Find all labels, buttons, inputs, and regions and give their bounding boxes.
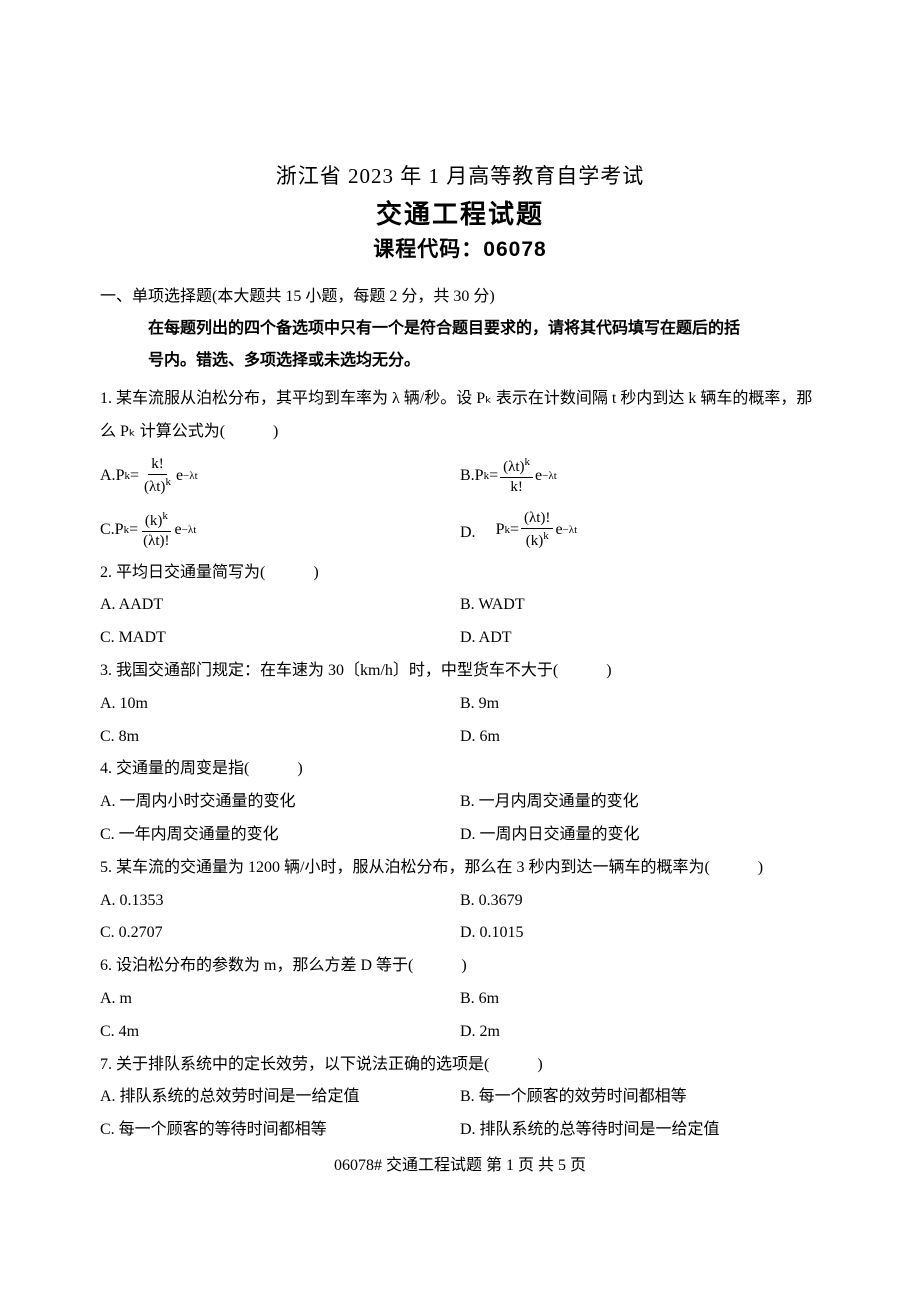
question-3-options-row2: C. 8m D. 6m (100, 721, 820, 754)
question-2: 2. 平均日交通量简写为( ) (100, 557, 820, 590)
option-2d: D. ADT (460, 622, 820, 655)
option-4a: A. 一周内小时交通量的变化 (100, 786, 460, 819)
option-1c: C. Pk = (k)k (λt)! e−λt (100, 510, 460, 549)
option-6a: A. m (100, 983, 460, 1016)
option-4b: B. 一月内周交通量的变化 (460, 786, 820, 819)
numerator: (λt)k (500, 456, 533, 478)
f-e: e (175, 521, 182, 539)
question-3-options-row1: A. 10m B. 9m (100, 688, 820, 721)
f-eq: = (130, 467, 139, 485)
question-3: 3. 我国交通部门规定：在车速为 30〔km/h〕时，中型货车不大于( ) (100, 655, 820, 688)
option-1b-formula: Pk = (λt)k k! e−λt (475, 456, 557, 495)
f-exp: −λt (563, 524, 578, 536)
exam-page: 浙江省 2023 年 1 月高等教育自学考试 交通工程试题 课程代码：06078… (0, 0, 920, 1215)
option-3b: B. 9m (460, 688, 820, 721)
option-2a: A. AADT (100, 589, 460, 622)
question-1-options-row1: A. Pk = k! (λt)k e−λt B. Pk = (λt)k k! e… (100, 449, 820, 503)
f-eq: = (489, 467, 498, 485)
question-1-options-row2: C. Pk = (k)k (λt)! e−λt D. Pk = (λt)! (k… (100, 503, 820, 557)
option-1d-label: D. (460, 518, 496, 542)
option-1c-formula: Pk = (k)k (λt)! e−λt (115, 510, 197, 549)
section-1-instruction-line2: 号内。错选、多项选择或未选均无分。 (100, 345, 420, 377)
question-1: 1. 某车流服从泊松分布，其平均到车率为 λ 辆/秒。设 Pₖ 表示在计数间隔 … (100, 383, 820, 449)
denominator: k! (507, 478, 526, 496)
option-7b: B. 每一个顾客的效劳时间都相等 (460, 1081, 820, 1114)
fraction: (k)k (λt)! (140, 510, 172, 549)
option-4d: D. 一周内日交通量的变化 (460, 819, 820, 852)
option-1c-label: C. (100, 521, 115, 539)
f-exp: −λt (183, 470, 198, 482)
f-exp: −λt (182, 524, 197, 536)
section-1-title: 一、单项选择题(本大题共 15 小题，每题 2 分，共 30 分) (100, 288, 495, 305)
f-p: P (475, 467, 484, 485)
question-5: 5. 某车流的交通量为 1200 辆/小时，服从泊松分布，那么在 3 秒内到达一… (100, 852, 820, 885)
option-7c: C. 每一个顾客的等待时间都相等 (100, 1114, 460, 1147)
exam-header-line1: 浙江省 2023 年 1 月高等教育自学考试 (100, 160, 820, 190)
question-2-options-row2: C. MADT D. ADT (100, 622, 820, 655)
option-7a: A. 排队系统的总效劳时间是一给定值 (100, 1081, 460, 1114)
option-1d: D. Pk = (λt)! (k)k e−λt (460, 510, 820, 549)
question-4: 4. 交通量的周变是指( ) (100, 753, 820, 786)
question-4-options-row1: A. 一周内小时交通量的变化 B. 一月内周交通量的变化 (100, 786, 820, 819)
question-7: 7. 关于排队系统中的定长效劳，以下说法正确的选项是( ) (100, 1049, 820, 1082)
fraction: (λt)k k! (500, 456, 533, 495)
option-1a: A. Pk = k! (λt)k e−λt (100, 456, 460, 495)
question-7-options-row2: C. 每一个顾客的等待时间都相等 D. 排队系统的总等待时间是一给定值 (100, 1114, 820, 1147)
denominator: (λt)k (141, 475, 174, 496)
option-1a-label: A. (100, 467, 116, 485)
option-1d-formula: Pk = (λt)! (k)k e−λt (496, 510, 578, 549)
option-3c: C. 8m (100, 721, 460, 754)
f-exp: −λt (542, 470, 557, 482)
f-p: P (116, 467, 125, 485)
f-eq: = (129, 521, 138, 539)
option-3a: A. 10m (100, 688, 460, 721)
option-2b: B. WADT (460, 589, 820, 622)
f-e: e (555, 521, 562, 539)
question-4-options-row2: C. 一年内周交通量的变化 D. 一周内日交通量的变化 (100, 819, 820, 852)
numerator: k! (148, 456, 167, 475)
question-2-options-row1: A. AADT B. WADT (100, 589, 820, 622)
f-e: e (535, 467, 542, 485)
option-6c: C. 4m (100, 1016, 460, 1049)
question-5-options-row1: A. 0.1353 B. 0.3679 (100, 885, 820, 918)
numerator: (k)k (142, 510, 171, 532)
f-p: P (115, 521, 124, 539)
f-p: P (496, 521, 505, 539)
f-e: e (176, 467, 183, 485)
option-6b: B. 6m (460, 983, 820, 1016)
fraction: k! (λt)k (141, 456, 174, 495)
option-7d: D. 排队系统的总等待时间是一给定值 (460, 1114, 820, 1147)
section-1-instruction-line1: 在每题列出的四个备选项中只有一个是符合题目要求的，请将其代码填写在题后的括 (100, 313, 740, 345)
option-5c: C. 0.2707 (100, 917, 460, 950)
option-1b: B. Pk = (λt)k k! e−λt (460, 456, 820, 495)
question-6: 6. 设泊松分布的参数为 m，那么方差 D 等于( ) (100, 950, 820, 983)
section-1-header: 一、单项选择题(本大题共 15 小题，每题 2 分，共 30 分) 在每题列出的… (100, 281, 820, 377)
f-eq: = (510, 521, 519, 539)
option-5d: D. 0.1015 (460, 917, 820, 950)
option-1b-label: B. (460, 467, 475, 485)
option-5a: A. 0.1353 (100, 885, 460, 918)
denominator: (k)k (523, 529, 552, 550)
question-7-options-row1: A. 排队系统的总效劳时间是一给定值 B. 每一个顾客的效劳时间都相等 (100, 1081, 820, 1114)
numerator: (λt)! (521, 510, 553, 529)
option-5b: B. 0.3679 (460, 885, 820, 918)
course-code: 课程代码：06078 (100, 233, 820, 263)
exam-title: 交通工程试题 (100, 194, 820, 231)
option-2c: C. MADT (100, 622, 460, 655)
page-footer: 06078# 交通工程试题 第 1 页 共 5 页 (100, 1151, 820, 1175)
option-4c: C. 一年内周交通量的变化 (100, 819, 460, 852)
option-6d: D. 2m (460, 1016, 820, 1049)
question-6-options-row2: C. 4m D. 2m (100, 1016, 820, 1049)
question-5-options-row2: C. 0.2707 D. 0.1015 (100, 917, 820, 950)
option-1a-formula: Pk = k! (λt)k e−λt (116, 456, 198, 495)
option-3d: D. 6m (460, 721, 820, 754)
question-6-options-row1: A. m B. 6m (100, 983, 820, 1016)
denominator: (λt)! (140, 532, 172, 550)
fraction: (λt)! (k)k (521, 510, 553, 549)
